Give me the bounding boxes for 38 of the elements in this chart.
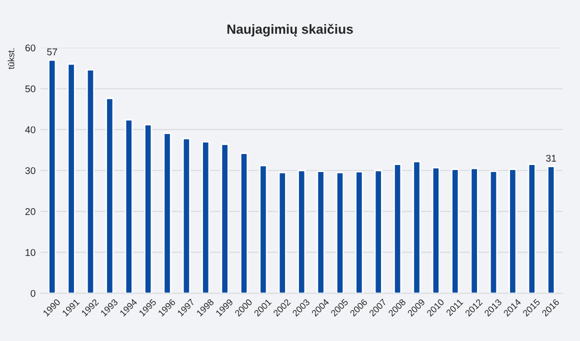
- bar: [48, 59, 56, 294]
- bar: [163, 132, 172, 294]
- y-tick-label: 40: [25, 126, 36, 134]
- bar: [144, 124, 152, 294]
- bar: [220, 144, 229, 294]
- bar: [412, 160, 421, 294]
- bar: [106, 98, 114, 294]
- bar: [374, 170, 382, 294]
- bar: [355, 171, 364, 294]
- bar: [316, 170, 325, 294]
- data-label: 57: [47, 48, 58, 56]
- bar: [489, 170, 498, 294]
- bar: [394, 164, 402, 294]
- bar: [182, 138, 191, 294]
- bar: [451, 168, 460, 294]
- y-tick-label: 60: [25, 44, 36, 52]
- bar: [547, 166, 556, 294]
- bar: [240, 152, 248, 294]
- bar: [67, 63, 76, 294]
- bar: [86, 69, 95, 294]
- bar: [298, 170, 306, 294]
- y-tick-label: 50: [25, 85, 36, 92]
- bar: [528, 164, 536, 294]
- bar: [124, 119, 133, 294]
- chart-title: Naujagimių skaičius: [227, 24, 353, 37]
- bar: [508, 168, 517, 294]
- data-label: 31: [546, 154, 556, 162]
- y-tick-label: 20: [25, 208, 36, 216]
- y-tick-label: 30: [25, 167, 36, 174]
- bar: [278, 172, 286, 294]
- bar: [470, 168, 478, 294]
- y-tick-label: 0: [30, 290, 36, 297]
- bar: [202, 141, 210, 294]
- bar: [259, 164, 268, 294]
- bar: [432, 166, 440, 294]
- y-axis-title: tūkst.: [8, 48, 14, 70]
- bar: [336, 172, 344, 294]
- y-tick-label: 10: [26, 249, 36, 256]
